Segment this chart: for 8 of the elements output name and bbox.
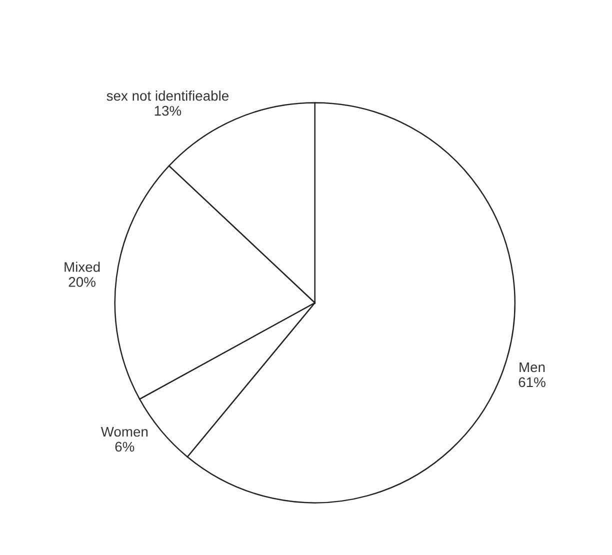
slice-label: Mixed: [64, 262, 100, 272]
data-label: 61%: [518, 377, 546, 388]
slice-label: Men: [520, 362, 545, 372]
data-label: 20%: [68, 277, 96, 287]
data-label: 6%: [115, 442, 134, 452]
data-label: 13%: [154, 106, 182, 116]
slice-label: sex not identifieable: [106, 90, 228, 101]
slice-label: Women: [100, 426, 148, 437]
